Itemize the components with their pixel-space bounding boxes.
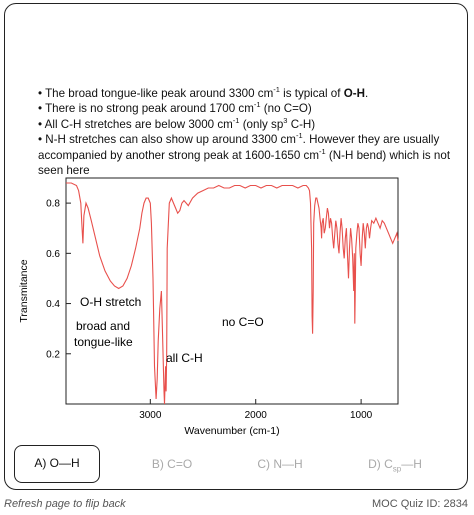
bullet-ch: • All C-H stretches are below 3000 cm-1 … xyxy=(38,115,316,131)
x-tick-label: 3000 xyxy=(139,410,162,421)
bullet-oh: • The broad tongue-like peak around 3300… xyxy=(38,85,369,100)
x-axis-label: Wavenumber (cm-1) xyxy=(184,425,279,437)
annotation-broad: broad and xyxy=(76,319,130,333)
bullet-nh: • N-H stretches can also show up around … xyxy=(38,131,451,178)
spectrum-line xyxy=(66,182,399,405)
annotation-no-co: no C=O xyxy=(222,315,264,329)
y-tick-label: 0.8 xyxy=(46,199,60,210)
option-d-csp-h[interactable]: D) Csp—H xyxy=(368,457,422,474)
quiz-id: MOC Quiz ID: 2834 xyxy=(372,498,468,510)
ir-spectrum-chart: 0.8 0.6 0.4 0.2 3000 2000 1000 Transmitance Wa… xyxy=(18,177,399,437)
explanation-text: • The broad tongue-like peak around 3300… xyxy=(38,86,463,178)
plot-frame xyxy=(65,177,399,405)
bullet-no-co: • There is no strong peak around 1700 cm… xyxy=(38,100,312,116)
answer-options: A) O—H B) C=O C) N—H D) Csp—H xyxy=(14,445,464,483)
x-tick-label: 2000 xyxy=(245,410,268,421)
annotation-all-ch: all C-H xyxy=(166,351,203,365)
quiz-card: • The broad tongue-like peak around 3300… xyxy=(4,3,468,490)
annotation-oh-stretch: O-H stretch xyxy=(80,295,141,309)
y-tick-label: 0.2 xyxy=(46,349,60,360)
y-tick-label: 0.6 xyxy=(46,249,60,260)
y-tick-label: 0.4 xyxy=(46,299,60,310)
y-axis-label: Transmitance xyxy=(18,259,30,322)
x-tick-label: 1000 xyxy=(350,410,373,421)
annotation-tongue-like: tongue-like xyxy=(74,335,133,349)
option-c-nh[interactable]: C) N—H xyxy=(257,457,303,471)
flip-back-hint: Refresh page to flip back xyxy=(4,498,126,510)
option-b-co[interactable]: B) C=O xyxy=(151,457,193,471)
option-a-oh[interactable]: A) O—H xyxy=(14,445,100,483)
